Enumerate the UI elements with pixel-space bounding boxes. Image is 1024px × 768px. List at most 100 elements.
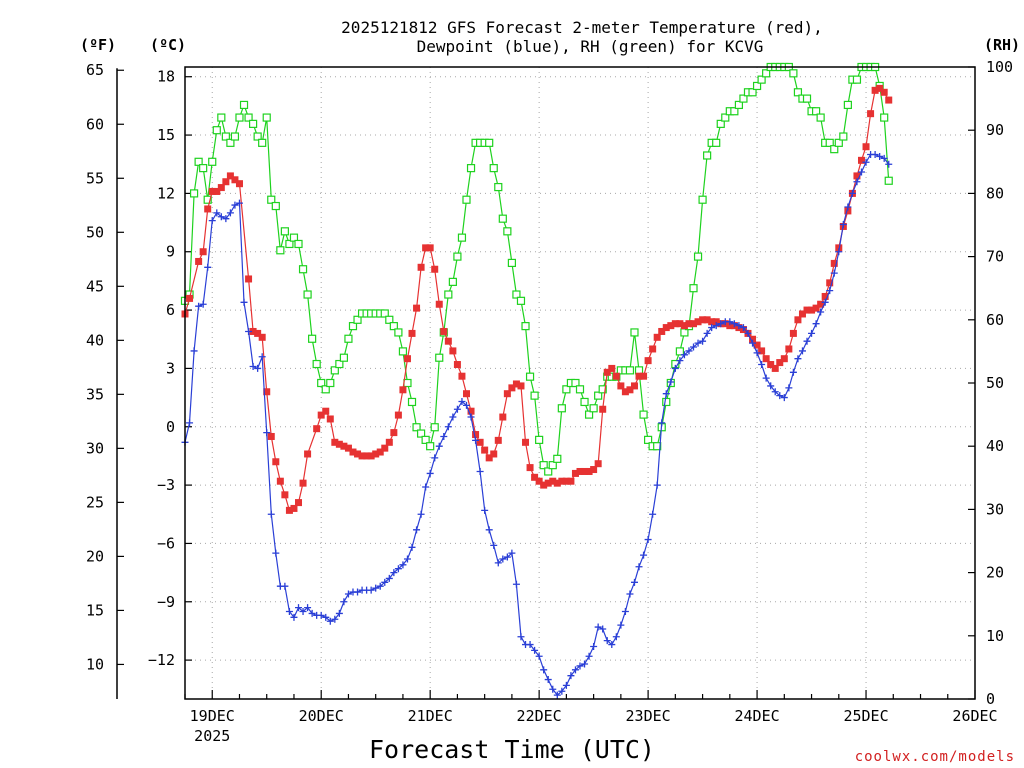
credit-text: coolwx.com/models bbox=[855, 749, 1015, 765]
dewpoint-point bbox=[562, 681, 570, 689]
series-layer bbox=[180, 62, 893, 699]
rh-point bbox=[571, 378, 580, 388]
fahrenheit-unit-label: (ºF) bbox=[80, 36, 116, 54]
temperature-point bbox=[417, 263, 425, 271]
celsius-unit-label: (ºC) bbox=[150, 36, 186, 54]
dewpoint-point bbox=[467, 413, 475, 421]
rh-point bbox=[330, 366, 339, 375]
dewpoint-point bbox=[295, 604, 303, 612]
rh-point bbox=[353, 315, 362, 324]
dewpoint-point bbox=[667, 378, 675, 386]
time-tick-label: 26DEC bbox=[952, 707, 997, 725]
temperature-point bbox=[458, 372, 466, 380]
temperature-point bbox=[621, 388, 629, 396]
dewpoint-point bbox=[431, 454, 439, 462]
fahrenheit-tick-label: 15 bbox=[86, 601, 104, 619]
dewpoint-point bbox=[340, 598, 348, 606]
temperature-point bbox=[503, 390, 511, 398]
dewpoint-point bbox=[789, 368, 797, 376]
dewpoint-point bbox=[567, 672, 575, 680]
temperature-point bbox=[254, 329, 262, 337]
rh-point bbox=[825, 138, 834, 147]
rh-tick-label: 20 bbox=[986, 564, 1004, 582]
rh-point bbox=[793, 88, 803, 97]
dewpoint-point bbox=[571, 666, 579, 674]
rh-point bbox=[739, 94, 748, 103]
dewpoint-point bbox=[245, 327, 253, 335]
dewpoint-point bbox=[690, 343, 698, 351]
temperature-point bbox=[753, 341, 761, 349]
dewpoint-point bbox=[304, 604, 312, 612]
temperature-point bbox=[531, 473, 539, 481]
dewpoint-point bbox=[399, 561, 407, 569]
rh-point bbox=[208, 157, 217, 166]
temperature-point bbox=[835, 244, 843, 252]
temperature-point bbox=[817, 300, 825, 308]
rh-point bbox=[289, 233, 299, 242]
temperature-point bbox=[644, 357, 652, 365]
dewpoint-point bbox=[413, 526, 421, 534]
rh-point bbox=[548, 461, 557, 470]
dewpoint-point bbox=[762, 374, 770, 382]
dewpoint-point bbox=[490, 541, 498, 549]
rh-tick-label: 70 bbox=[986, 248, 1004, 266]
temperature-point bbox=[508, 384, 516, 392]
dewpoint-point bbox=[594, 623, 602, 631]
rh-point bbox=[498, 214, 507, 223]
temperature-point bbox=[594, 460, 602, 468]
dewpoint-point bbox=[481, 506, 489, 514]
dewpoint-point bbox=[226, 209, 234, 217]
rh-tick-label: 80 bbox=[986, 184, 1004, 202]
temperature-point bbox=[331, 438, 339, 446]
dewpoint-point bbox=[195, 302, 203, 310]
temperature-point bbox=[649, 345, 657, 353]
rh-point bbox=[839, 132, 848, 141]
temperature-point bbox=[776, 359, 784, 367]
dewpoint-point bbox=[662, 390, 670, 398]
dewpoint-point bbox=[208, 217, 216, 225]
temperature-point bbox=[335, 440, 343, 448]
temperature-point bbox=[317, 411, 325, 419]
rh-point bbox=[880, 113, 889, 122]
temperature-point bbox=[408, 329, 416, 337]
rh-point bbox=[448, 277, 457, 286]
temperature-point bbox=[612, 372, 620, 380]
dewpoint-point bbox=[635, 563, 643, 571]
temperature-point bbox=[803, 306, 811, 314]
dewpoint-point bbox=[649, 510, 657, 518]
temperature-point bbox=[599, 405, 607, 413]
dewpoint-point bbox=[839, 221, 847, 229]
dewpoint-point bbox=[512, 580, 520, 588]
rh-point bbox=[303, 290, 312, 299]
temperature-point bbox=[267, 432, 275, 440]
temperature-point bbox=[290, 504, 298, 512]
rh-tick-label: 30 bbox=[986, 500, 1004, 518]
time-tick-label: 25DEC bbox=[843, 707, 888, 725]
dewpoint-point bbox=[254, 364, 262, 372]
dewpoint-point bbox=[798, 347, 806, 355]
temperature-point bbox=[640, 372, 648, 380]
dewpoint-point bbox=[494, 559, 502, 567]
celsius-tick-label: 18 bbox=[157, 68, 175, 86]
rh-point bbox=[221, 132, 230, 141]
rh-point bbox=[189, 189, 199, 198]
chart-title-line2: Dewpoint (blue), RH (green) for KCVG bbox=[417, 37, 764, 56]
temperature-point bbox=[808, 306, 816, 314]
temperature-point bbox=[812, 304, 820, 312]
temperature-point bbox=[517, 382, 525, 390]
temperature-point bbox=[226, 172, 234, 180]
dewpoint-point bbox=[308, 609, 316, 617]
temperature-point bbox=[853, 172, 861, 180]
dewpoint-point bbox=[517, 633, 525, 641]
rh-point bbox=[435, 353, 444, 362]
dewpoint-point bbox=[871, 151, 879, 159]
dewpoint-point bbox=[344, 590, 352, 598]
dewpoint-point bbox=[354, 588, 362, 596]
fahrenheit-tick-label: 25 bbox=[86, 493, 104, 511]
dewpoint-point bbox=[712, 322, 720, 330]
rh-point bbox=[462, 195, 471, 204]
temperature-point bbox=[794, 316, 802, 324]
dewpoint-point bbox=[735, 322, 743, 330]
temperature-point bbox=[785, 345, 793, 353]
